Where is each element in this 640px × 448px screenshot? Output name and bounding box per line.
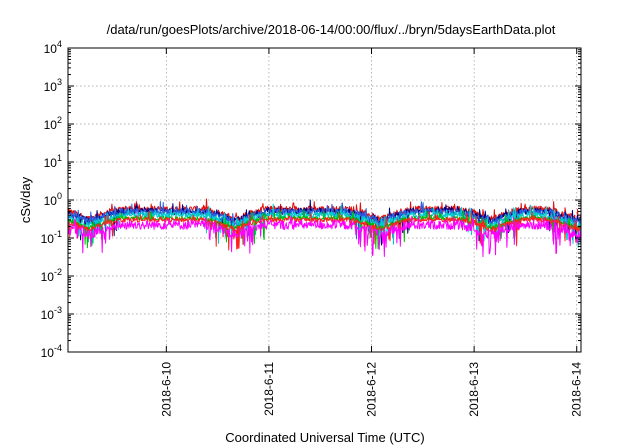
x-tick-label: 2018-6-11	[262, 362, 276, 416]
x-axis-label: Coordinated Universal Time (UTC)	[225, 430, 424, 445]
x-tick-label: 2018-6-13	[467, 362, 481, 417]
y-axis-label: cSv/day	[18, 176, 33, 223]
y-tick-labels: 104 103 102 101 100 10-1 10-2 10-3 10-4	[41, 39, 62, 360]
y-tick-label: 10-4	[41, 343, 62, 360]
y-tick-label: 100	[44, 191, 62, 208]
x-tick-labels: 2018-6-10 2018-6-11 2018-6-12 2018-6-13 2018…	[159, 362, 583, 417]
grid-lines	[68, 48, 581, 352]
x-tick-label: 2018-6-14	[570, 362, 584, 417]
y-tick-label: 101	[44, 153, 62, 170]
y-tick-label: 103	[44, 77, 62, 94]
x-tick-label: 2018-6-10	[159, 362, 173, 417]
y-tick-label: 10-3	[41, 305, 62, 322]
x-tick-label: 2018-6-12	[365, 362, 379, 417]
chart-title: /data/run/goesPlots/archive/2018-06-14/0…	[107, 22, 556, 37]
y-tick-label: 104	[44, 39, 62, 56]
series-line	[67, 215, 582, 258]
data-series	[67, 198, 582, 258]
y-tick-label: 10-1	[41, 229, 62, 246]
y-tick-label: 102	[44, 115, 62, 132]
axis-ticks	[68, 47, 581, 353]
y-tick-label: 10-2	[41, 267, 62, 284]
series-line	[67, 211, 582, 251]
